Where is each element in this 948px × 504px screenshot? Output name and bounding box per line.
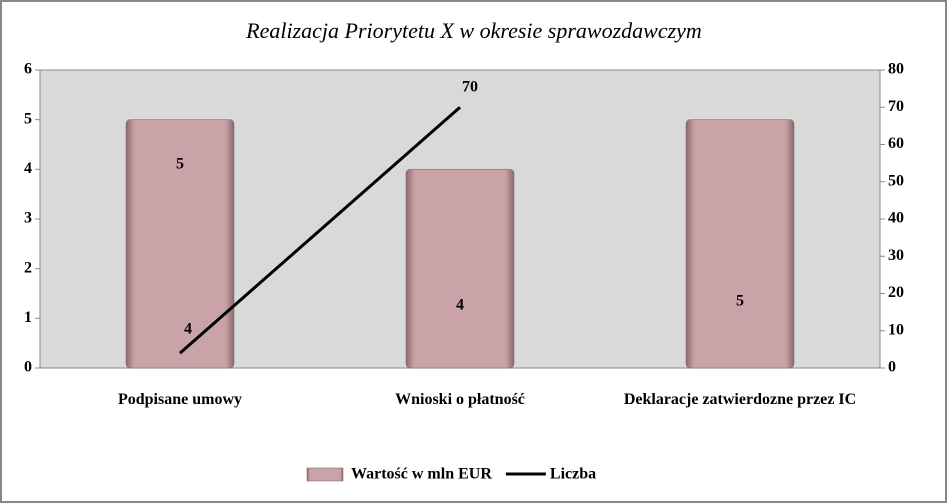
y-tick-label: 4: [24, 160, 32, 177]
y2-tick-label: 30: [888, 247, 904, 264]
bar: [405, 169, 515, 369]
legend-swatch: [306, 467, 344, 482]
line-value-label: 70: [462, 79, 478, 96]
bar-value-label: 5: [176, 156, 184, 173]
line-value-label: 4: [184, 321, 192, 338]
y-tick-label: 2: [24, 259, 32, 276]
chart-title: Realizacja Priorytetu X w okresie sprawo…: [245, 18, 702, 43]
y2-tick-label: 20: [888, 284, 904, 301]
bar: [125, 119, 235, 369]
bar: [685, 119, 795, 369]
y-tick-label: 6: [24, 61, 32, 78]
y2-tick-label: 50: [888, 172, 904, 189]
line: [179, 106, 461, 355]
y-tick-label: 1: [24, 309, 32, 326]
x-tick-label: Podpisane umowy: [117, 391, 243, 408]
y2-tick-label: 70: [888, 98, 904, 115]
y2-tick-label: 80: [888, 61, 904, 78]
y2-tick-label: 10: [888, 321, 904, 338]
legend-label: Wartość w mln EUR: [351, 466, 492, 483]
x-tick-label: Deklaracje zatwierdozne przez IC: [623, 391, 857, 408]
y-tick-label: 3: [24, 210, 32, 227]
y2-tick-label: 60: [888, 135, 904, 152]
bar-value-label: 5: [736, 293, 744, 310]
y-tick-label: 5: [24, 110, 32, 127]
y2-tick-label: 40: [888, 210, 904, 227]
x-tick-label: Wnioski o płatność: [395, 391, 525, 408]
y2-tick-label: 0: [888, 359, 896, 376]
bar-value-label: 4: [456, 297, 464, 314]
y-tick-label: 0: [24, 359, 32, 376]
legend-label: Liczba: [550, 466, 596, 483]
